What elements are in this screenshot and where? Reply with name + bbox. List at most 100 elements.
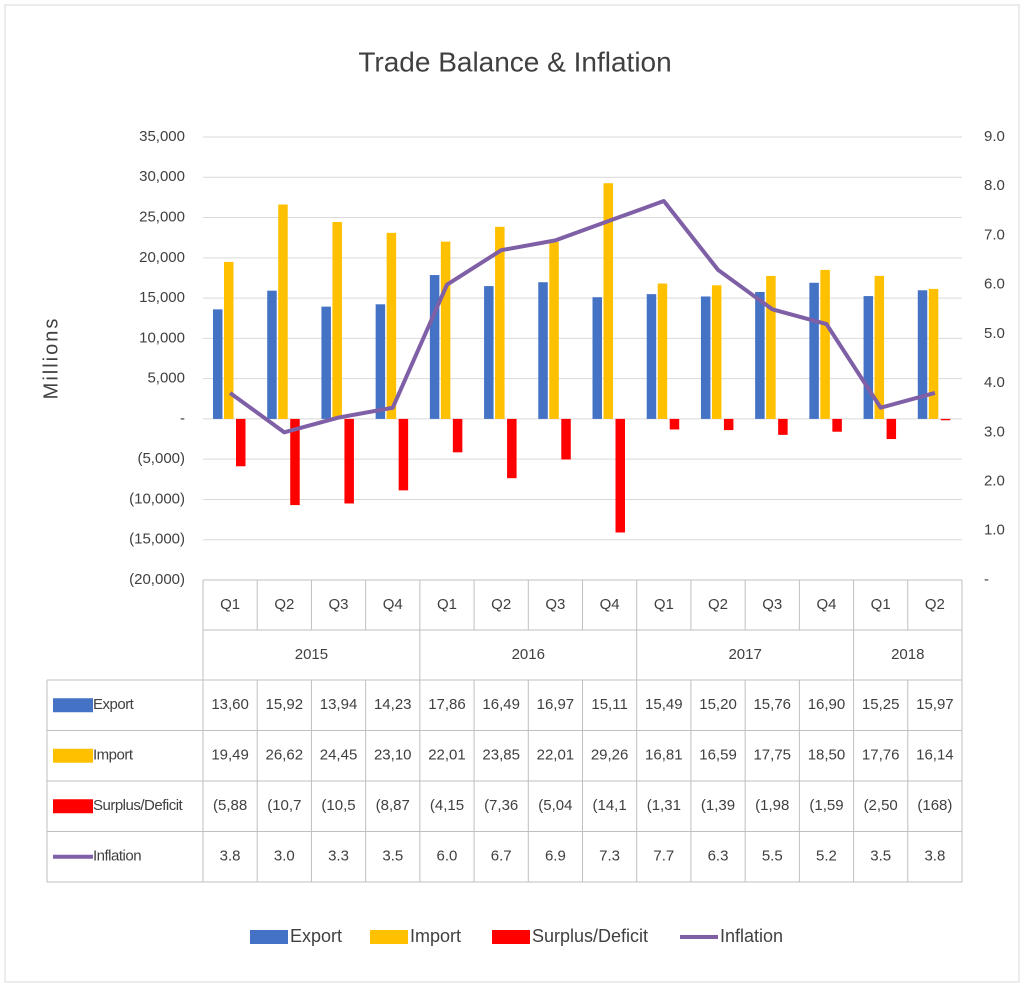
- bar: [886, 418, 897, 440]
- bar: [290, 418, 300, 506]
- chart-border: [4, 4, 1020, 983]
- x-tick-label: Q1: [437, 596, 457, 613]
- bar: [755, 291, 765, 419]
- group-label: 2016: [512, 646, 545, 663]
- y-tick-label: 25,000: [139, 209, 185, 226]
- legend-key: [492, 930, 530, 944]
- bar: [700, 296, 711, 419]
- table-cell: 14,23: [374, 696, 412, 713]
- table-cell: 7.3: [599, 848, 620, 865]
- table-cell: 7.7: [653, 848, 674, 865]
- table-cell: 23,10: [374, 747, 412, 764]
- table-cell: (1,39: [701, 797, 735, 814]
- y2-tick-label: 8.0: [984, 177, 1005, 194]
- x-tick-label: Q4: [816, 596, 836, 613]
- bar: [561, 418, 571, 460]
- bar: [940, 418, 951, 421]
- table-row-header: Inflation: [93, 848, 141, 865]
- table-cell: 15,92: [266, 696, 304, 713]
- table-cell: 5.5: [762, 848, 783, 865]
- y-tick-label: 20,000: [139, 249, 185, 266]
- y-tick-label: 10,000: [139, 329, 185, 346]
- bar: [603, 183, 613, 419]
- x-tick-label: Q1: [654, 596, 674, 613]
- table-cell: 22,01: [428, 747, 466, 764]
- x-tick-label: Q1: [871, 596, 891, 613]
- bar: [375, 304, 386, 419]
- bar: [440, 241, 451, 419]
- line-series: [228, 198, 936, 435]
- y2-tick-label: 2.0: [984, 473, 1005, 490]
- bar: [820, 269, 830, 419]
- x-tick-label: Q2: [491, 596, 511, 613]
- table-cell: (10,5: [321, 797, 355, 814]
- y-tick-label: 15,000: [139, 289, 185, 306]
- table-cell: 15,25: [862, 696, 900, 713]
- y-tick-label: (10,000): [129, 490, 185, 507]
- x-tick-label: Q3: [762, 596, 782, 613]
- x-tick-label: Q2: [925, 596, 945, 613]
- bar: [863, 296, 874, 419]
- y-tick-label: -: [180, 410, 185, 427]
- y2-tick-label: 1.0: [984, 522, 1005, 539]
- bar: [429, 275, 440, 419]
- bar: [538, 282, 548, 419]
- table-cell: (1,98: [755, 797, 789, 814]
- x-tick-label: Q1: [220, 596, 240, 613]
- table-cell: 3.5: [382, 848, 403, 865]
- bar: [615, 418, 625, 533]
- table-cell: 17,86: [428, 696, 466, 713]
- table-cell: 3.0: [274, 848, 295, 865]
- bar: [778, 418, 788, 435]
- bar: [213, 309, 223, 419]
- table-cell: 23,85: [482, 747, 520, 764]
- table-cell: 15,97: [916, 696, 954, 713]
- table-cell: 16,14: [916, 747, 954, 764]
- y-tick-label: (20,000): [129, 571, 185, 588]
- table-cell: 15,76: [753, 696, 791, 713]
- bar: [646, 294, 657, 419]
- bar: [386, 232, 397, 419]
- table-cell: (4,15: [430, 797, 464, 814]
- table-cell: 5.2: [816, 848, 837, 865]
- table-cell: 15,20: [699, 696, 737, 713]
- table-cell: 6.3: [708, 848, 729, 865]
- table-cell: 16,90: [808, 696, 846, 713]
- chart-title: Trade Balance & Inflation: [358, 46, 671, 77]
- bar: [484, 286, 494, 419]
- x-tick-label: Q4: [383, 596, 403, 613]
- bar: [278, 204, 288, 419]
- group-label: 2017: [728, 646, 761, 663]
- bar: [332, 221, 342, 419]
- table-cell: 13,94: [320, 696, 358, 713]
- table-cell: 16,59: [699, 747, 737, 764]
- table-cell: (2,50: [864, 797, 898, 814]
- table-cell: (7,36: [484, 797, 518, 814]
- bar: [766, 275, 776, 419]
- bar: [398, 418, 409, 491]
- bar: [507, 418, 517, 479]
- table-cell: 3.8: [220, 848, 241, 865]
- legend-label: Import: [410, 926, 461, 946]
- y2-tick-label: 6.0: [984, 276, 1005, 293]
- table-cell: (8,87: [376, 797, 410, 814]
- table-cell: 15,11: [591, 696, 627, 713]
- legend-key: [53, 698, 93, 713]
- table-cell: 16,97: [537, 696, 575, 713]
- bar: [669, 418, 680, 430]
- table-cell: 3.3: [328, 848, 349, 865]
- y2-tick-label: 3.0: [984, 423, 1005, 440]
- y-tick-label: (15,000): [129, 531, 185, 548]
- table-cell: (168): [917, 797, 952, 814]
- table-cell: 18,50: [808, 747, 846, 764]
- x-tick-label: Q3: [329, 596, 349, 613]
- bar: [711, 285, 722, 419]
- x-tick-label: Q2: [708, 596, 728, 613]
- table-cell: 3.5: [870, 848, 891, 865]
- y2-tick-label: 9.0: [984, 128, 1005, 145]
- bar: [723, 418, 734, 431]
- bar: [809, 282, 819, 419]
- legend-label: Export: [290, 926, 342, 946]
- table-row-header: Import: [93, 747, 134, 764]
- y-tick-label: 30,000: [139, 168, 185, 185]
